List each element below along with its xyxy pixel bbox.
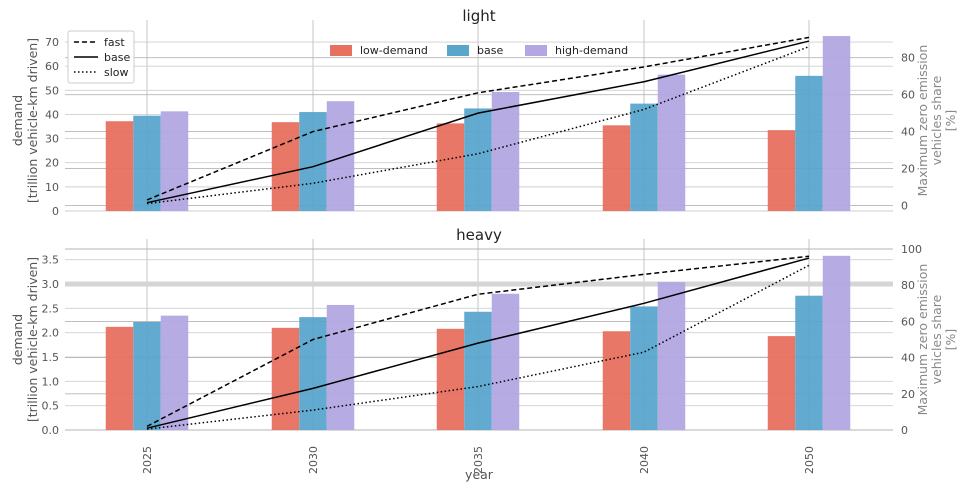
y2-tick-label: 80	[901, 52, 915, 65]
bar-base	[133, 321, 161, 430]
y2-axis-label: Maximum zero emission	[915, 264, 930, 416]
y-axis-label: [trillion vehicle-km driven]	[25, 38, 40, 203]
x-tick-label: 2040	[638, 446, 651, 474]
y-axis-label: demand	[10, 95, 25, 146]
bar-low-demand	[767, 336, 796, 430]
legend-label: slow	[104, 66, 129, 79]
line-legend: fast base slow	[67, 30, 135, 84]
y2-tick-label: 40	[901, 352, 915, 365]
bar-low-demand	[436, 328, 465, 430]
legend-swatch-base	[447, 45, 469, 56]
bar-base	[464, 311, 492, 430]
y-tick-label: 1.0	[42, 375, 60, 388]
y-tick-label: 20	[45, 157, 59, 170]
y-tick-label: 0	[52, 205, 59, 218]
series-line-fast	[146, 255, 810, 428]
y-tick-label: 50	[45, 84, 59, 97]
y2-tick-label: 100	[901, 243, 922, 256]
y2-tick-label: 20	[901, 163, 915, 176]
y2-tick-label: 60	[901, 315, 915, 328]
series-line-slow	[146, 264, 810, 430]
x-axis-label: year	[465, 467, 494, 482]
y-tick-label: 0.5	[42, 400, 60, 413]
subplot-heavy: 0.00.51.01.52.02.53.03.5020406080100heav…	[10, 226, 958, 482]
line-legend-frame	[67, 30, 135, 84]
legend-swatch-low-demand	[330, 45, 352, 56]
legend-label: low-demand	[360, 44, 428, 57]
legend-label: fast	[104, 36, 125, 49]
bar-low-demand	[602, 125, 631, 211]
legend-label: base	[477, 44, 503, 57]
bar-low-demand	[271, 122, 300, 211]
x-tick-label: 2050	[803, 446, 816, 474]
subplot-title: heavy	[456, 226, 502, 244]
y2-tick-label: 60	[901, 89, 915, 102]
bar-high-demand	[657, 74, 686, 211]
bar-high-demand	[326, 304, 355, 430]
bar-high-demand	[822, 255, 851, 430]
series-line-base	[146, 40, 810, 204]
legend-label: high-demand	[555, 44, 628, 57]
y2-tick-label: 80	[901, 279, 915, 292]
y2-tick-label: 0	[901, 199, 908, 212]
y-tick-label: 3.5	[42, 254, 60, 267]
bar-base	[299, 317, 327, 430]
y2-axis-label: Maximum zero emission	[915, 45, 930, 197]
y-axis-label: demand	[10, 314, 25, 365]
bar-low-demand	[436, 123, 465, 211]
bar-high-demand	[822, 36, 851, 212]
bar-base	[464, 108, 492, 211]
bar-low-demand	[602, 331, 631, 430]
bar-base	[795, 75, 823, 211]
y2-axis-label: vehicles share	[929, 75, 944, 165]
reference-band	[65, 281, 893, 287]
series-line-base	[146, 257, 810, 429]
y-tick-label: 0.0	[42, 424, 60, 437]
y2-axis-label: vehicles share	[929, 294, 944, 384]
bar-low-demand	[271, 327, 300, 430]
x-tick-label: 2030	[307, 446, 320, 474]
subplot-title: light	[462, 7, 495, 25]
y-tick-label: 2.5	[42, 302, 60, 315]
bar-legend: low-demand base high-demand	[330, 44, 628, 57]
bar-base	[795, 295, 823, 430]
y-tick-label: 70	[45, 36, 59, 49]
x-tick-label: 2025	[141, 446, 154, 474]
legend-swatch-high-demand	[525, 45, 547, 56]
y-tick-label: 30	[45, 133, 59, 146]
bar-high-demand	[491, 293, 520, 430]
bar-high-demand	[160, 315, 189, 430]
bar-base	[630, 103, 658, 211]
bar-high-demand	[657, 282, 686, 430]
legend-label: base	[104, 51, 130, 64]
y-tick-label: 1.5	[42, 351, 60, 364]
bar-low-demand	[105, 326, 134, 430]
y2-tick-label: 40	[901, 126, 915, 139]
y2-axis-label: [%]	[943, 329, 958, 351]
y2-tick-label: 20	[901, 388, 915, 401]
bar-high-demand	[326, 101, 355, 211]
y2-axis-label: [%]	[943, 110, 958, 132]
x-tick-label: 2035	[472, 446, 485, 474]
y-tick-label: 10	[45, 181, 59, 194]
bar-base	[133, 115, 161, 211]
subplot-light: 0 10 20 30 40 50 60 70 0 20 40 60 80 light demand [tril…	[10, 7, 958, 218]
y2-tick-label: 0	[901, 424, 908, 437]
bar-low-demand	[767, 130, 796, 211]
bar-base	[299, 112, 327, 211]
y-tick-label: 60	[45, 60, 59, 73]
series-line-fast	[146, 36, 810, 201]
y-tick-label: 3.0	[42, 278, 60, 291]
bar-low-demand	[105, 121, 134, 211]
bar-base	[630, 306, 658, 430]
y-tick-label: 2.0	[42, 327, 60, 340]
bar-high-demand	[491, 92, 520, 211]
y-axis-label: [trillion vehicle-km driven]	[25, 257, 40, 422]
y-tick-label: 40	[45, 108, 59, 121]
